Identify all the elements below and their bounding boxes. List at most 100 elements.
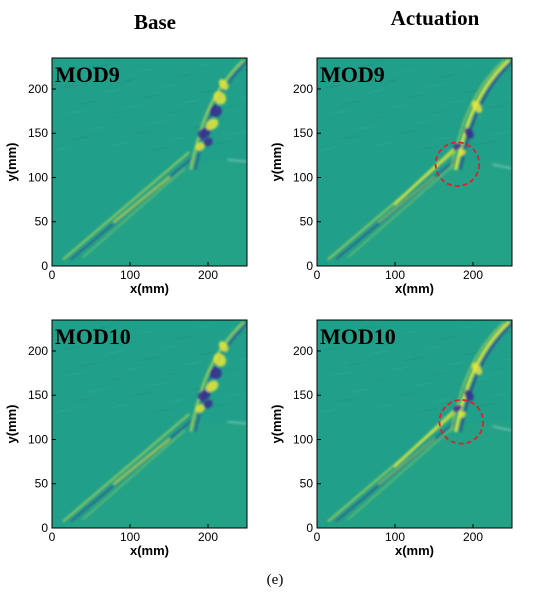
texture-streak: [52, 410, 67, 414]
texture-streak: [216, 140, 231, 144]
texture-streak: [224, 105, 239, 109]
y-tick-label: 200: [28, 82, 48, 96]
texture-streak: [181, 362, 196, 366]
texture-streak: [129, 366, 145, 370]
mode-label: MOD10: [320, 324, 396, 349]
texture-streak: [439, 75, 454, 78]
texture-streak: [452, 361, 467, 364]
vortex-blob: [197, 389, 211, 401]
texture-streak: [108, 88, 123, 92]
texture-streak: [202, 351, 217, 355]
texture-streak: [101, 62, 116, 66]
y-tick-label: 50: [300, 215, 314, 229]
texture-streak: [216, 402, 231, 406]
texture-streak: [474, 377, 489, 380]
y-tick-label: 150: [28, 388, 48, 402]
x-tick-label: 100: [120, 530, 140, 544]
texture-streak: [380, 141, 396, 145]
texture-streak: [137, 331, 152, 334]
texture-streak: [481, 402, 496, 406]
texture-streak: [401, 130, 417, 133]
texture-streak: [373, 350, 388, 354]
texture-streak: [232, 331, 247, 335]
y-tick-label: 100: [293, 432, 313, 446]
texture-streak: [373, 377, 389, 381]
vortex-blob: [203, 137, 213, 147]
texture-streak: [345, 363, 360, 367]
flow-structures: [327, 59, 512, 261]
texture-streak: [87, 127, 102, 131]
texture-streak: [180, 73, 195, 77]
texture-streak: [402, 69, 417, 72]
texture-streak: [445, 73, 460, 77]
texture-streak: [366, 62, 381, 66]
texture-streak: [330, 111, 346, 115]
y-tick-label: 0: [41, 259, 48, 273]
texture-streak: [195, 63, 210, 67]
texture-streak: [138, 96, 153, 100]
bow-shock-band: [450, 321, 505, 432]
texture-streak: [246, 122, 247, 124]
texture-streak: [115, 141, 131, 145]
texture-streak: [438, 398, 453, 402]
texture-streak: [461, 353, 476, 356]
texture-streak: [188, 388, 203, 392]
lower-region: [324, 159, 512, 266]
panel-mod9-actuation: 0 100 200 0 50 100 150 200 x(mm) y(mm) MOD9: [265, 48, 527, 298]
texture-streak: [122, 340, 138, 344]
flow-structures: [62, 321, 247, 523]
plot-frame: [316, 319, 513, 529]
texture-streak: [410, 122, 425, 125]
heatmap-svg: 0 100 200 0 50 100 150 200 x(mm) y(mm) MOD9: [269, 57, 513, 296]
texture-streak: [394, 104, 410, 108]
column-title-base: Base: [134, 10, 176, 34]
shock-streak: [347, 429, 451, 520]
y-axis-title: y(mm): [4, 142, 19, 181]
x-tick-label: 0: [49, 268, 56, 282]
texture-streak: [65, 346, 80, 349]
texture-streak: [430, 345, 445, 348]
texture-streak: [504, 358, 512, 361]
texture-streak: [344, 397, 359, 401]
texture-streak: [366, 90, 382, 94]
texture-streak: [337, 109, 352, 113]
texture-streak: [475, 404, 490, 408]
heatmap-svg: 0 100 200 0 50 100 150 200 x(mm) y(mm) MOD10: [269, 319, 513, 558]
texture-streak: [174, 337, 189, 340]
texture-streak: [225, 132, 240, 136]
texture-streak: [136, 130, 152, 133]
texture-streak: [497, 69, 512, 73]
texture-streak: [417, 409, 432, 413]
texture-streak: [403, 96, 418, 100]
texture-streak: [136, 392, 152, 395]
x-tick-label: 100: [385, 268, 405, 282]
texture-streak: [416, 120, 431, 124]
vortex-blob: [203, 399, 213, 409]
texture-streak: [108, 377, 124, 381]
texture-streak: [366, 352, 382, 356]
mode-label: MOD9: [55, 62, 120, 87]
texture-streak: [231, 130, 246, 134]
texture-streak: [72, 137, 88, 140]
vortex-blob: [209, 367, 222, 380]
texture-streak: [352, 389, 367, 393]
vortex-blob: [213, 353, 227, 367]
x-tick-label: 100: [120, 268, 140, 282]
texture-streak: [359, 125, 374, 129]
column-title-actuation: Actuation: [390, 6, 480, 30]
texture-streak: [461, 91, 476, 94]
texture-streak: [417, 147, 432, 151]
texture-streak: [430, 83, 445, 86]
texture-streak: [432, 400, 447, 403]
bow-shock-band: [189, 59, 245, 170]
texture-streak: [387, 78, 403, 82]
texture-streak: [144, 94, 159, 98]
texture-streak: [129, 104, 145, 108]
vortex-blob: [452, 142, 462, 151]
x-tick-label: 0: [314, 530, 321, 544]
texture-streak: [232, 69, 247, 73]
texture-streak: [115, 403, 131, 407]
y-tick-label: 50: [300, 477, 314, 491]
texture-streak: [152, 409, 167, 413]
texture-streak: [65, 84, 80, 87]
